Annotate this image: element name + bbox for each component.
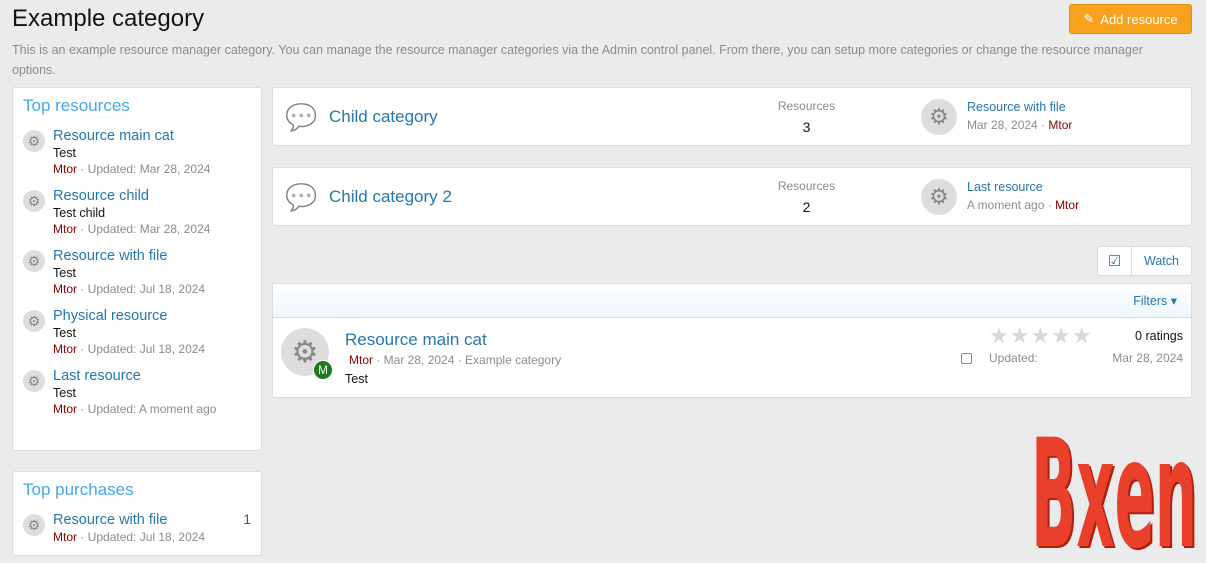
updated-date: Mar 28, 2024 [1112, 351, 1183, 365]
gear-icon: ⚙ [23, 514, 45, 536]
list-item: ⚙ Resource main cat Test Mtor · Updated: Ma… [13, 122, 261, 182]
resource-title-link[interactable]: Resource main cat [345, 330, 487, 349]
gear-icon: ⚙ [23, 250, 45, 272]
user-link[interactable]: Mtor [53, 222, 77, 236]
list-item: ⚙ Resource child Test child Mtor · Updated:… [13, 182, 261, 242]
list-item: ⚙ Resource with file Test Mtor · Updated: J… [13, 242, 261, 302]
gear-icon: ⚙ [23, 130, 45, 152]
select-checkbox[interactable] [961, 353, 972, 364]
watermark-logo: Bxen Bxen [1031, 408, 1199, 558]
user-link[interactable]: Mtor [53, 162, 77, 176]
top-resources-block: Top resources ⚙ Resource main cat Test Mtor… [12, 87, 262, 451]
resource-link[interactable]: Resource with file [53, 512, 168, 528]
rating-stars: ★★★★★ [989, 323, 1093, 348]
gear-icon: ⚙ [23, 370, 45, 392]
comments-icon: 💬 [285, 102, 318, 132]
page-description: This is an example resource manager cate… [12, 43, 1143, 77]
user-link[interactable]: Mtor [53, 342, 77, 356]
user-link[interactable]: Mtor [1055, 198, 1080, 212]
category-node: 💬 Child category Resources 3 ⚙ Resource with … [272, 87, 1192, 146]
resource-link[interactable]: Resource main cat [53, 128, 174, 144]
add-resource-button[interactable]: ✎ Add resource [1069, 4, 1192, 34]
ratings-count: 0 ratings [1135, 329, 1183, 343]
page-title: Example category [12, 5, 205, 32]
user-link[interactable]: Mtor [53, 530, 77, 544]
block-title: Top purchases [23, 480, 134, 499]
list-item: ⚙ Last resource Test Mtor · Updated: A mome… [13, 362, 261, 422]
top-purchases-block: Top purchases ⚙ Resource with file 1 Mtor… [12, 471, 262, 556]
list-item: ⚙ Resource with file 1 Mtor · Updated: Ju… [13, 506, 261, 550]
resource-link[interactable]: Resource child [53, 188, 149, 204]
user-link[interactable]: Mtor [53, 282, 77, 296]
block-title: Top resources [23, 96, 130, 115]
resource-link[interactable]: Last resource [53, 368, 141, 384]
category-link[interactable]: Child category 2 [329, 187, 452, 206]
gear-icon: ⚙ [281, 328, 329, 376]
gear-icon: ⚙ [921, 179, 957, 215]
watermark-shadow: Bxen [1033, 410, 1199, 558]
last-resource-link[interactable]: Resource with file [967, 100, 1066, 114]
category-link[interactable]: Child category [329, 107, 438, 126]
resource-tag: Test [345, 372, 368, 386]
user-link[interactable]: Mtor [53, 402, 77, 416]
watermark-text: Bxen [1031, 408, 1197, 558]
user-link[interactable]: Mtor [349, 353, 373, 367]
watch-button[interactable]: ☑ Watch [1097, 246, 1192, 276]
gear-icon: ⚙ [23, 190, 45, 212]
comments-icon: 💬 [285, 182, 318, 212]
resource-link[interactable]: Resource with file [53, 248, 168, 264]
filters-button[interactable]: Filters ▾ [1133, 294, 1177, 308]
gear-icon: ⚙ [921, 99, 957, 135]
user-link[interactable]: Mtor [1048, 118, 1073, 132]
resource-list: Filters ▾ ⚙ M Resource main cat Mtor · M… [272, 283, 1192, 398]
gear-icon: ⚙ [23, 310, 45, 332]
list-item: ⚙ Physical resource Test Mtor · Updated: Ju… [13, 302, 261, 362]
last-resource-link[interactable]: Last resource [967, 180, 1043, 194]
purchase-count: 1 [243, 511, 251, 527]
avatar[interactable]: M [313, 360, 333, 380]
resource-link[interactable]: Physical resource [53, 308, 168, 324]
edit-icon: ✎ [1083, 11, 1095, 26]
category-node: 💬 Child category 2 Resources 2 ⚙ Last resourc… [272, 167, 1192, 226]
checkbox-icon: ☑ [1098, 247, 1132, 275]
